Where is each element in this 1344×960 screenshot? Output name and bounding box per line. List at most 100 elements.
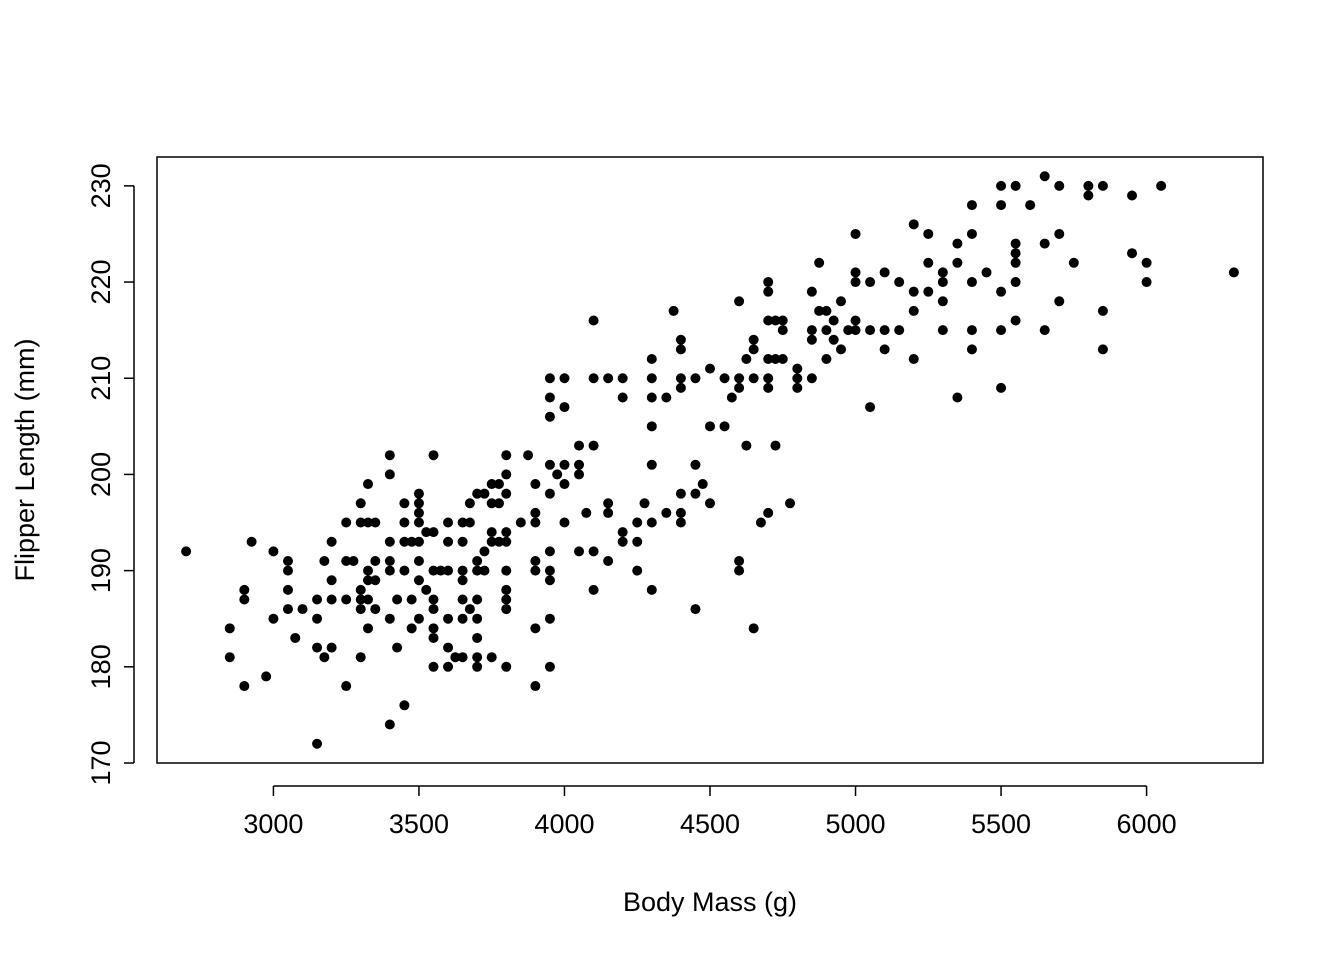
data-point (224, 623, 235, 634)
data-point (428, 565, 439, 576)
data-point (384, 469, 395, 480)
data-point (908, 354, 919, 364)
data-point (530, 556, 541, 566)
data-point (370, 556, 381, 566)
data-point (937, 277, 948, 288)
data-point (835, 296, 846, 307)
data-point (559, 479, 570, 490)
data-point (363, 565, 374, 576)
data-point (370, 575, 381, 586)
data-point (879, 344, 890, 355)
data-point (806, 325, 817, 336)
data-point (574, 546, 585, 557)
data-point (559, 402, 570, 413)
data-point (384, 613, 395, 624)
data-point (239, 594, 250, 605)
data-point (646, 459, 657, 470)
data-point (341, 681, 352, 692)
data-point (763, 507, 774, 518)
data-point (428, 632, 439, 643)
data-point (1010, 257, 1021, 268)
data-point (908, 219, 919, 230)
data-point (996, 286, 1007, 297)
data-point (603, 556, 614, 566)
data-point (544, 565, 555, 576)
data-point (457, 575, 468, 586)
data-point (705, 421, 715, 432)
data-point (705, 498, 715, 509)
data-point (1025, 200, 1036, 211)
data-point (363, 623, 374, 634)
data-point (865, 277, 876, 288)
data-point (675, 344, 686, 355)
data-point (406, 536, 417, 547)
data-point (355, 652, 366, 663)
y-tick-label: 210 (86, 356, 116, 401)
data-point (312, 613, 323, 624)
data-point (894, 325, 905, 336)
data-point (530, 507, 541, 518)
data-point (937, 325, 948, 336)
data-point (472, 556, 483, 566)
data-point (835, 344, 846, 355)
data-point (559, 459, 570, 470)
data-point (843, 325, 854, 336)
data-point (443, 517, 454, 528)
data-point (413, 556, 424, 566)
data-point (181, 546, 192, 557)
data-point (879, 325, 890, 336)
data-point (493, 479, 504, 490)
data-point (777, 315, 788, 326)
data-point (879, 267, 890, 278)
data-point (1097, 344, 1108, 355)
x-tick-label: 5500 (971, 809, 1031, 839)
data-point (639, 498, 650, 509)
data-point (428, 661, 439, 672)
data-point (472, 661, 483, 672)
data-point (806, 334, 817, 345)
data-point (697, 479, 708, 490)
data-point (632, 565, 643, 576)
data-point (326, 575, 337, 586)
data-point (748, 334, 759, 345)
data-point (428, 604, 439, 615)
data-point (443, 661, 454, 672)
x-tick-label: 3500 (389, 809, 449, 839)
data-point (544, 661, 555, 672)
data-point (588, 546, 599, 557)
data-point (413, 517, 424, 528)
data-point (413, 488, 424, 499)
data-point (850, 267, 861, 278)
data-point (719, 421, 730, 432)
x-axis: 3000 3500 4000 4500 5000 5500 6000 (243, 785, 1177, 839)
y-tick-label: 220 (86, 260, 116, 305)
data-point (646, 421, 657, 432)
data-point (588, 373, 599, 384)
data-point (646, 392, 657, 403)
data-point (392, 594, 403, 605)
data-point (399, 700, 410, 711)
data-point (581, 507, 592, 518)
data-point (1039, 171, 1050, 182)
data-point (544, 459, 555, 470)
data-point (1228, 267, 1239, 278)
data-point (493, 498, 504, 509)
data-point (1127, 190, 1138, 201)
data-point (457, 652, 468, 663)
data-point (421, 584, 432, 595)
data-point (384, 556, 395, 566)
data-point (479, 546, 490, 557)
data-point (588, 440, 599, 451)
data-point (952, 257, 963, 268)
data-point (413, 536, 424, 547)
data-point (646, 354, 657, 364)
data-point (239, 681, 250, 692)
data-point (1010, 238, 1021, 249)
data-point (675, 488, 686, 499)
data-point (319, 652, 330, 663)
data-point (435, 565, 446, 576)
data-point (923, 228, 934, 239)
data-point (574, 459, 585, 470)
data-point (501, 536, 512, 547)
